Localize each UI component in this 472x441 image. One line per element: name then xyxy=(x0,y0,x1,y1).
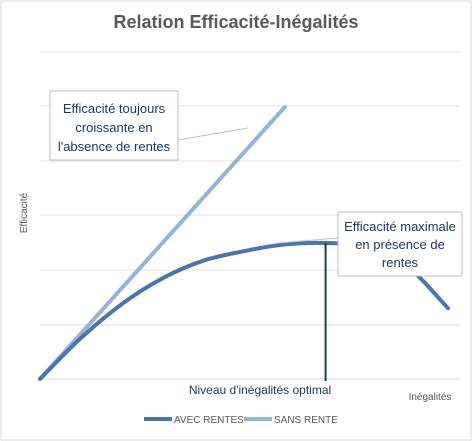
callout-no-rent: Efficacité toujours croissante en l'abse… xyxy=(49,90,179,161)
optimal-level-label: Niveau d'inégalités optimal xyxy=(189,383,331,397)
callout-leader-no-rent xyxy=(177,127,249,141)
legend-label-avec-rentes: AVEC RENTES xyxy=(174,415,244,426)
callout-text-line: Efficacité maximale xyxy=(344,219,456,234)
callout-box xyxy=(49,90,179,161)
callout-text-line: Efficacité toujours xyxy=(63,101,166,116)
callout-text-line: l'absence de rentes xyxy=(58,139,171,154)
callout-leader-max xyxy=(277,237,339,244)
legend: AVEC RENTES SANS RENTE xyxy=(144,415,338,426)
callout-text-line: rentes xyxy=(382,255,419,270)
y-axis-label: Efficacité xyxy=(19,192,30,233)
callout-text-line: en présence de xyxy=(355,237,445,252)
x-axis-label: Inégalités xyxy=(409,392,452,403)
chart-title: Relation Efficacité-Inégalités xyxy=(113,12,358,32)
callout-text-line: croissante en xyxy=(75,120,152,135)
legend-label-sans-rente: SANS RENTE xyxy=(274,415,338,426)
callout-max-efficiency: Efficacité maximale en présence de rente… xyxy=(337,211,463,277)
callout-box xyxy=(337,211,463,277)
series-line-sans-rente xyxy=(38,105,287,381)
